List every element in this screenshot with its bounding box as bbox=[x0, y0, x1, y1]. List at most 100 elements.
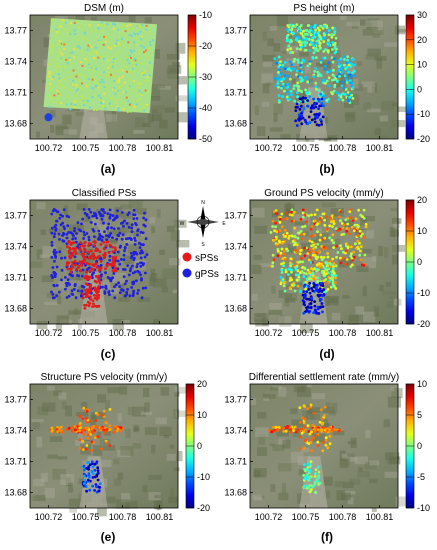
ps-point bbox=[80, 274, 84, 278]
dsm-cell bbox=[56, 89, 59, 92]
ps-point bbox=[64, 281, 68, 285]
ps-point bbox=[328, 265, 332, 269]
ps-point bbox=[104, 244, 108, 248]
ps-point bbox=[311, 424, 314, 427]
ps-point bbox=[135, 265, 139, 269]
dsm-cell bbox=[67, 71, 70, 74]
dsm-cell bbox=[108, 45, 111, 48]
dsm-cell bbox=[135, 63, 138, 66]
ps-point bbox=[99, 234, 102, 238]
map-texture bbox=[253, 468, 267, 477]
ps-point bbox=[322, 94, 326, 97]
ps-point bbox=[139, 230, 143, 234]
ps-point bbox=[287, 74, 291, 78]
ps-point bbox=[91, 472, 95, 476]
ps-point bbox=[275, 61, 279, 65]
colorbar-tick-label: -20 bbox=[199, 41, 212, 51]
dsm-cell bbox=[127, 41, 130, 44]
map-texture bbox=[251, 264, 262, 275]
dsm-cell bbox=[63, 43, 66, 46]
dsm-cell bbox=[105, 36, 108, 39]
ps-point bbox=[50, 290, 53, 294]
ps-point bbox=[128, 294, 132, 298]
ps-point bbox=[289, 261, 292, 265]
map-texture bbox=[50, 125, 55, 133]
ps-point bbox=[316, 428, 320, 432]
ps-point bbox=[349, 75, 353, 79]
map-texture bbox=[367, 48, 381, 57]
ps-point bbox=[317, 37, 321, 41]
ps-point bbox=[290, 210, 293, 214]
ps-point bbox=[311, 30, 315, 33]
dsm-cell bbox=[78, 26, 81, 29]
map-texture bbox=[134, 260, 146, 270]
ps-point bbox=[100, 239, 104, 242]
ps-point bbox=[103, 253, 107, 257]
ps-point bbox=[339, 57, 343, 61]
ps-point bbox=[130, 254, 134, 258]
dsm-cell bbox=[113, 60, 116, 63]
ps-point bbox=[144, 218, 148, 222]
ps-point bbox=[341, 98, 345, 102]
map-texture bbox=[369, 460, 380, 466]
ps-point bbox=[353, 223, 357, 227]
ps-point bbox=[293, 289, 297, 293]
ps-point bbox=[316, 49, 320, 52]
ps-point bbox=[277, 94, 281, 97]
dsm-cell bbox=[68, 56, 71, 59]
ps-point bbox=[344, 76, 348, 80]
ps-point bbox=[348, 95, 351, 99]
dsm-cell bbox=[56, 42, 59, 45]
ps-point bbox=[343, 58, 346, 61]
ps-point bbox=[339, 244, 342, 248]
ps-point bbox=[341, 80, 345, 84]
map-texture bbox=[119, 386, 128, 395]
ps-point bbox=[345, 81, 349, 84]
ps-point bbox=[93, 244, 96, 247]
ps-point bbox=[352, 250, 355, 254]
ps-point bbox=[78, 429, 81, 433]
ps-point bbox=[310, 287, 313, 290]
y-tick-label: 13.74 bbox=[4, 242, 27, 252]
ps-point bbox=[322, 32, 326, 35]
dsm-cell bbox=[80, 86, 83, 89]
colorbar-tick-label: -30 bbox=[199, 72, 212, 82]
ps-point bbox=[289, 276, 292, 280]
ps-point bbox=[358, 229, 362, 233]
ps-point bbox=[326, 280, 330, 284]
ps-point bbox=[292, 32, 295, 35]
ps-point bbox=[364, 225, 368, 229]
map-texture bbox=[170, 229, 180, 241]
ps-point bbox=[73, 283, 77, 286]
map-texture bbox=[382, 291, 397, 295]
ps-point bbox=[311, 55, 315, 59]
map-texture bbox=[84, 257, 94, 266]
dsm-cell bbox=[103, 24, 106, 27]
axes-frame bbox=[249, 14, 399, 140]
map-texture bbox=[166, 453, 176, 461]
ps-point bbox=[319, 61, 323, 64]
dsm-cell bbox=[50, 44, 53, 47]
ps-point bbox=[320, 430, 323, 433]
map-texture bbox=[166, 53, 180, 60]
ps-point bbox=[293, 425, 297, 429]
ps-point bbox=[292, 60, 296, 63]
ps-point bbox=[339, 219, 342, 223]
y-tick-label: 13.74 bbox=[224, 57, 247, 67]
map-texture bbox=[270, 484, 276, 493]
ps-point bbox=[281, 241, 284, 245]
dsm-cell bbox=[117, 81, 120, 84]
ps-point bbox=[347, 71, 351, 74]
x-tick-label: 100.72 bbox=[35, 328, 63, 338]
ps-point bbox=[303, 254, 307, 258]
ps-point bbox=[301, 266, 304, 269]
ps-point bbox=[360, 245, 363, 249]
ps-point bbox=[70, 292, 74, 296]
ps-point bbox=[301, 225, 304, 229]
map-texture bbox=[173, 408, 179, 419]
y-tick-label: 13.77 bbox=[224, 395, 247, 405]
ps-point bbox=[318, 420, 322, 424]
dsm-cell bbox=[110, 74, 113, 77]
ps-point bbox=[100, 217, 104, 221]
